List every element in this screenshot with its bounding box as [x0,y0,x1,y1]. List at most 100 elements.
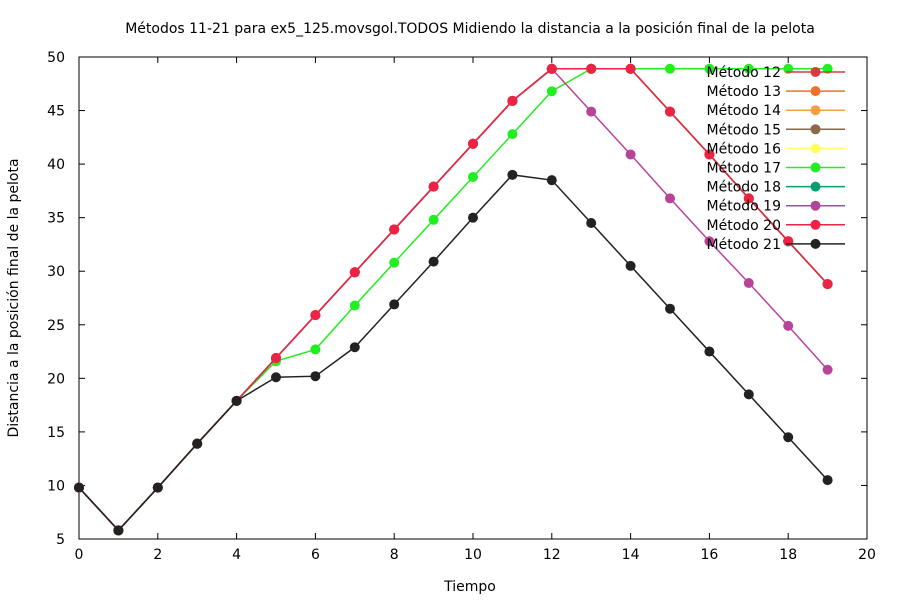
data-point [428,181,439,192]
data-point [665,63,675,74]
y-tick-label: 35 [47,211,65,227]
data-point [349,300,360,311]
legend-label: Método 15 [707,122,781,138]
y-tick-label: 30 [47,264,65,280]
data-point [822,279,833,290]
data-point [507,169,518,180]
y-tick-label: 15 [47,425,65,441]
legend-marker [810,181,821,192]
data-point [428,256,439,267]
legend-label: Método 16 [707,141,782,157]
y-tick-label: 20 [47,371,65,387]
y-tick-label: 40 [47,157,65,173]
data-point [743,278,754,289]
data-point [625,260,636,271]
x-tick-label: 12 [543,547,561,563]
x-tick-label: 2 [153,547,162,563]
legend-entry: Método 20 [707,218,845,234]
data-point [743,63,754,74]
data-point [389,224,400,235]
legend-label: Método 17 [707,161,781,177]
data-point [231,395,242,406]
data-point [704,236,715,247]
data-point [74,482,84,493]
data-point [665,193,675,204]
x-tick-label: 4 [232,547,241,563]
legend-marker [810,162,821,173]
legend-entry: Método 13 [707,84,845,100]
legend-entry: Método 12 [707,65,845,81]
legend-marker [810,143,821,154]
legend-entry: Método 15 [707,122,845,138]
legend-label: Método 21 [707,237,781,253]
data-point [586,63,597,74]
y-axis-label: Distancia a la posición final de la pelo… [6,158,22,437]
data-point [507,129,518,140]
data-point [665,303,675,314]
data-point [822,475,833,486]
legend-marker [810,67,821,77]
series-10 [74,169,833,536]
data-point [625,149,636,160]
data-point [349,267,360,278]
legend-label: Método 14 [707,103,782,119]
x-tick-label: 20 [858,547,876,563]
legend-label: Método 20 [707,218,781,234]
data-point [546,63,557,74]
x-tick-label: 8 [390,547,399,563]
legend-marker [810,200,821,211]
series-line [78,174,829,532]
data-point [152,482,163,493]
data-point [507,95,518,106]
data-point [822,364,833,375]
legend-label: Método 18 [707,180,781,196]
data-point [625,63,636,74]
legend-entry: Método 14 [707,103,845,119]
data-point [704,63,715,74]
y-tick-label: 10 [47,478,65,494]
legend-label: Método 19 [707,199,781,215]
data-point [192,438,203,449]
x-tick-label: 6 [311,547,320,563]
data-point [310,344,321,355]
data-point [271,372,281,383]
data-point [389,299,400,310]
legend-entry: Método 17 [707,161,845,177]
legend-entry: Método 21 [707,237,845,253]
data-point [271,352,281,363]
data-point [783,236,794,247]
data-point [113,525,124,536]
legend-entry: Método 16 [707,141,845,157]
legend-marker [810,219,821,230]
y-tick-label: 50 [47,50,65,66]
legend-marker [810,86,821,97]
data-point [783,320,794,331]
legend-marker [810,238,821,249]
data-point [665,106,675,117]
x-axis-label: Tiempo [443,579,496,595]
y-tick-label: 25 [47,318,65,334]
data-point [546,86,557,97]
legend-label: Método 12 [707,65,781,81]
data-point [310,310,321,321]
data-point [428,214,439,225]
data-point [743,193,754,204]
y-tick-label: 45 [47,104,65,120]
y-tick-label: 5 [56,532,65,548]
data-point [586,106,597,117]
legend-label: Método 13 [707,84,781,100]
data-point [468,212,478,223]
data-point [468,138,478,149]
data-point [704,149,715,160]
data-point [468,171,478,182]
legend-entry: Método 18 [707,180,845,196]
chart-title: Métodos 11-21 para ex5_125.movsgol.TODOS… [125,21,815,37]
data-point [586,218,597,229]
x-tick-label: 0 [75,547,84,563]
x-tick-label: 14 [622,547,640,563]
data-point [743,389,754,400]
legend-marker [810,105,821,116]
data-point [389,257,400,268]
data-point [349,342,360,353]
